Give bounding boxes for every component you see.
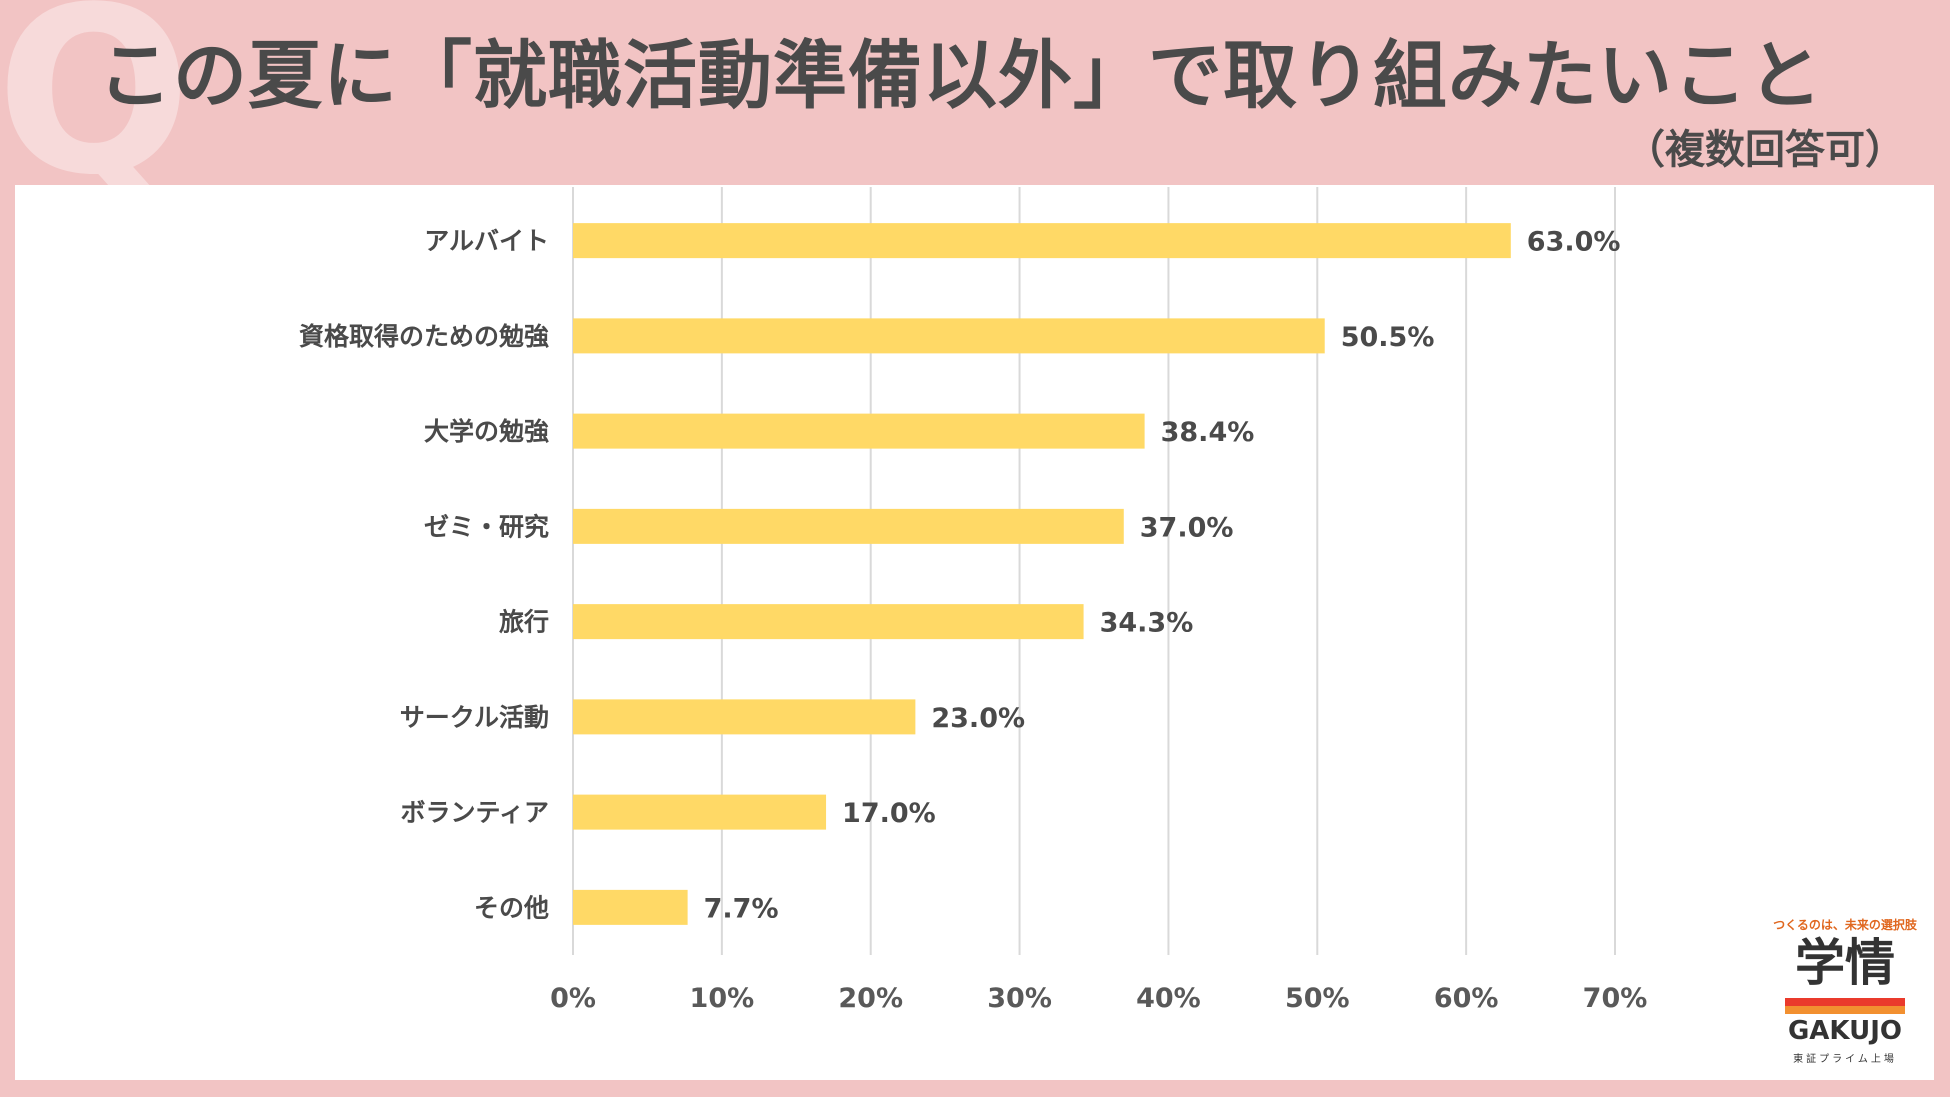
category-label: サークル活動 xyxy=(400,703,549,732)
chart-subtitle: （複数回答可） xyxy=(1625,127,1905,173)
category-label: アルバイト xyxy=(424,227,549,256)
data-label: 23.0% xyxy=(931,703,1025,734)
x-tick-label: 10% xyxy=(690,983,755,1014)
q-watermark: Q xyxy=(0,0,192,226)
logo-name: GAKUJO xyxy=(1787,1016,1903,1046)
category-label: 旅行 xyxy=(499,608,549,637)
bar-chart: 0% 10% 20% 30% 40% 50% 60% 70% アルバイト 63.0% 資格取得のため… xyxy=(299,187,1648,1014)
x-tick-label: 0% xyxy=(550,983,596,1014)
x-tick-label: 40% xyxy=(1136,983,1201,1014)
category-label: ゼミ・研究 xyxy=(424,512,549,541)
chart-title: この夏に「就職活動準備以外」で取り組みたいこと xyxy=(98,33,1823,119)
data-label: 34.3% xyxy=(1100,608,1194,639)
x-tick-label: 20% xyxy=(838,983,903,1014)
category-label: ボランティア xyxy=(400,798,549,827)
logo-listing: 東証プライム上場 xyxy=(1793,1054,1897,1065)
bar xyxy=(573,889,688,925)
data-label: 37.0% xyxy=(1140,512,1234,543)
bar xyxy=(573,794,827,830)
logo-color-bar xyxy=(1785,998,1905,1014)
bar xyxy=(573,508,1124,544)
category-label: 資格取得のための勉強 xyxy=(299,322,549,351)
bar xyxy=(573,318,1325,354)
data-label: 38.4% xyxy=(1161,417,1255,448)
gakujo-logo: つくるのは、未来の選択肢 学情 GAKUJO 東証プライム上場 xyxy=(1755,912,1935,1072)
bar xyxy=(573,699,916,735)
logo-tagline: つくるのは、未来の選択肢 xyxy=(1773,918,1917,932)
x-tick-label: 50% xyxy=(1285,983,1350,1014)
x-tick-label: 70% xyxy=(1583,983,1648,1014)
bar xyxy=(573,604,1084,640)
data-label: 50.5% xyxy=(1341,322,1435,353)
data-label: 63.0% xyxy=(1527,227,1621,258)
bar xyxy=(573,413,1145,449)
category-label: その他 xyxy=(474,893,549,922)
chart-panel: 0% 10% 20% 30% 40% 50% 60% 70% アルバイト 63.0% 資格取得のため… xyxy=(15,185,1934,1080)
data-label: 7.7% xyxy=(704,893,779,924)
bar xyxy=(573,223,1511,259)
x-tick-label: 60% xyxy=(1434,983,1499,1014)
logo-mark: 学情 xyxy=(1795,934,1895,992)
data-label: 17.0% xyxy=(842,798,936,829)
category-label: 大学の勉強 xyxy=(424,417,549,446)
x-tick-label: 30% xyxy=(987,983,1052,1014)
